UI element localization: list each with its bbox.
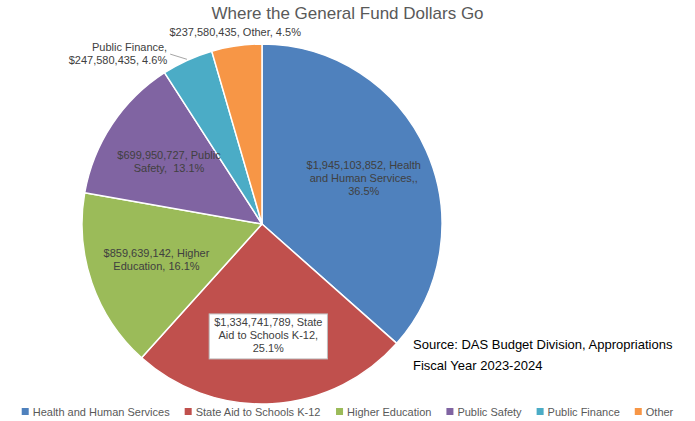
legend-label: State Aid to Schools K-12: [196, 406, 321, 418]
legend: Health and Human Services State Aid to Sc…: [22, 406, 674, 418]
data-label-line: Aid to Schools K-12,: [218, 329, 318, 341]
legend-label: Health and Human Services: [33, 406, 170, 418]
legend-swatch: [185, 408, 192, 415]
legend-label: Public Finance: [548, 406, 620, 418]
chart: Where the General Fund Dollars Go $1,945,…: [0, 0, 695, 421]
data-label: $1,945,103,852, Healthand Human Services…: [307, 159, 421, 197]
data-label: Public Finance,$247,580,435, 4.6%: [69, 41, 168, 66]
data-label-line: $1,334,741,789, State: [214, 316, 322, 328]
data-label-line: $699,950,727, Public: [117, 149, 221, 161]
legend-swatch: [537, 408, 544, 415]
data-label-line: Public Finance,: [92, 41, 167, 53]
data-label-line: Safety, 13.1%: [134, 162, 205, 174]
legend-swatch: [336, 408, 343, 415]
data-label: $237,580,435, Other, 4.5%: [169, 26, 301, 38]
data-label: $859,639,142, HigherEducation, 16.1%: [104, 247, 210, 272]
legend-swatch: [446, 408, 453, 415]
data-label-line: $859,639,142, Higher: [104, 247, 210, 259]
data-label: $699,950,727, PublicSafety, 13.1%: [117, 149, 221, 174]
title: Where the General Fund Dollars Go: [211, 4, 483, 23]
data-label-line: 36.5%: [348, 185, 379, 197]
annotation: Fiscal Year 2023-2024: [413, 358, 542, 373]
data-labels: $1,945,103,852, Healthand Human Services…: [69, 26, 421, 359]
data-label-line: and Human Services,,: [310, 172, 418, 184]
data-label: $1,334,741,789, StateAid to Schools K-12…: [214, 316, 322, 354]
legend-swatch: [22, 408, 29, 415]
legend-label: Other: [646, 406, 674, 418]
legend-swatch: [635, 408, 642, 415]
legend-label: Public Safety: [457, 406, 522, 418]
legend-label: Higher Education: [347, 406, 431, 418]
annotation: Source: DAS Budget Division, Appropriati…: [413, 337, 673, 352]
data-label-line: Education, 16.1%: [113, 260, 199, 272]
slices: [82, 44, 442, 404]
data-label-line: $247,580,435, 4.6%: [69, 54, 168, 66]
background: [0, 0, 695, 421]
data-label-line: 25.1%: [253, 342, 284, 354]
label-box: [209, 314, 327, 359]
leader-line: [170, 54, 187, 59]
data-label-line: $237,580,435, Other, 4.5%: [169, 26, 301, 38]
data-label-line: $1,945,103,852, Health: [307, 159, 421, 171]
pie-slice: [212, 44, 262, 224]
